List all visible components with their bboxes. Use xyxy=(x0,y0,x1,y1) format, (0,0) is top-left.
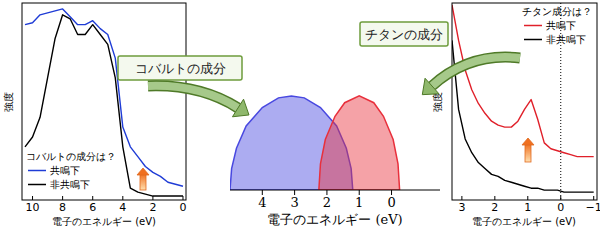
legend-title: チタン成分は？ xyxy=(522,6,592,17)
legend-swatch xyxy=(28,170,46,172)
orange-arrow-body xyxy=(525,144,531,162)
x-tick-label: 4 xyxy=(258,195,266,210)
annotation-box xyxy=(360,22,448,46)
x-tick xyxy=(92,196,93,200)
x-tick-label: 1 xyxy=(355,195,363,210)
series-line xyxy=(452,5,594,157)
plot-area xyxy=(25,9,183,196)
legend-swatch xyxy=(28,184,46,186)
area-chart: 4 3 2 1 0 電子のエネルギー (eV) xyxy=(230,96,440,227)
x-tick xyxy=(122,196,123,200)
component-area xyxy=(319,96,400,190)
x-tick xyxy=(560,196,561,200)
arrow-body xyxy=(432,57,520,86)
arrow-head xyxy=(232,99,249,117)
orange-arrow-body xyxy=(140,174,146,190)
orange-arrow-head xyxy=(522,138,534,145)
x-tick-label: 4 xyxy=(119,201,126,214)
x-tick xyxy=(62,196,63,200)
arrow-head xyxy=(422,78,439,94)
legend-label: 非共鳴下 xyxy=(50,179,90,190)
arrow-outline xyxy=(148,86,238,108)
x-axis-label: 電子のエネルギー (eV) xyxy=(267,212,402,227)
x-tick xyxy=(593,196,594,200)
x-tick xyxy=(152,196,153,200)
figure: 1086420電子のエネルギー (eV)強度コバルトの成分は？共鳴下非共鳴下コバ… xyxy=(0,0,600,229)
orange-arrow-head xyxy=(137,168,149,175)
x-tick-label: 0 xyxy=(387,195,395,210)
frame xyxy=(452,3,597,200)
legend-swatch xyxy=(524,39,542,41)
annotation: チタンの成分 xyxy=(365,27,443,42)
annotation: コバルトの成分 xyxy=(135,61,226,76)
x-tick-label: 8 xyxy=(59,201,66,214)
frame xyxy=(22,3,186,200)
arrow-outline xyxy=(432,57,520,86)
x-axis-line xyxy=(230,190,440,191)
figure-svg: 1086420電子のエネルギー (eV)強度コバルトの成分は？共鳴下非共鳴下コバ… xyxy=(0,0,600,229)
x-tick-label: 2 xyxy=(149,201,156,214)
reference-line xyxy=(560,3,561,200)
plot-area xyxy=(230,96,400,190)
x-tick-label: 3 xyxy=(290,195,298,210)
y-axis-label: 強度 xyxy=(3,92,14,112)
x-tick xyxy=(527,196,528,200)
legend: チタン成分は？ 共鳴下非共鳴下 xyxy=(522,6,592,45)
x-tick-label: −1 xyxy=(586,201,600,214)
legend-swatch xyxy=(524,25,542,27)
legend: コバルトの成分は？ 共鳴下非共鳴下 xyxy=(26,151,116,190)
line-chart: 1086420電子のエネルギー (eV)強度コバルトの成分は？共鳴下非共鳴下コバ… xyxy=(3,3,242,227)
series-line xyxy=(25,9,183,186)
arrows xyxy=(137,57,534,190)
x-tick xyxy=(461,196,462,200)
legend-label: 共鳴下 xyxy=(546,20,576,31)
x-tick-label: 10 xyxy=(26,201,40,214)
x-tick xyxy=(32,196,33,200)
legend-title: コバルトの成分は？ xyxy=(26,151,116,162)
x-tick-label: 3 xyxy=(458,201,465,214)
arrow-body xyxy=(148,86,238,108)
x-tick-label: 2 xyxy=(491,201,498,214)
line-chart: 3210−1電子のエネルギー (eV)強度チタン成分は？共鳴下非共鳴下チタンの成… xyxy=(360,3,600,227)
x-tick-label: 0 xyxy=(557,201,564,214)
x-tick-label: 1 xyxy=(524,201,531,214)
x-tick-label: 6 xyxy=(89,201,96,214)
legend-label: 非共鳴下 xyxy=(546,34,586,45)
x-axis-label: 電子のエネルギー (eV) xyxy=(52,216,156,227)
x-tick xyxy=(494,196,495,200)
plot-area xyxy=(452,3,594,200)
x-tick-label: 0 xyxy=(179,201,186,214)
x-tick xyxy=(182,196,183,200)
x-tick-label: 2 xyxy=(323,195,331,210)
annotation-box xyxy=(118,56,242,80)
x-axis-label: 電子のエネルギー (eV) xyxy=(472,216,576,227)
series-line xyxy=(25,15,183,196)
legend-label: 共鳴下 xyxy=(50,165,80,176)
